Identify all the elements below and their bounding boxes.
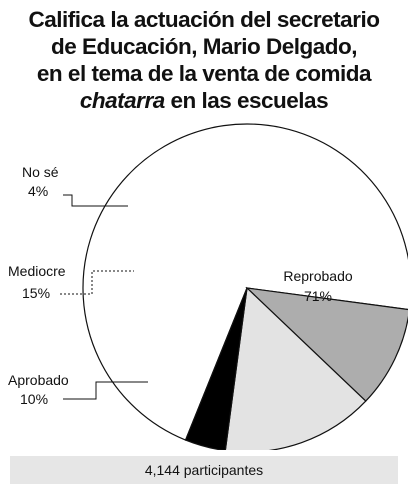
pie-slice-no-s [184,287,248,450]
pie-slice-reprobado [82,123,408,441]
pie-chart: No sé 4% Mediocre 15% Aprobado 10% Repro… [8,123,408,450]
title-line-1: Califica la actuación del secretario [28,7,380,32]
label-reprobado-value: 71% [304,288,332,304]
label-no-se-value: 4% [28,183,48,199]
label-mediocre-name: Mediocre [8,263,66,279]
label-aprobado-name: Aprobado [8,372,69,388]
label-aprobado-value: 10% [20,391,48,407]
pie-slice-aprobado [245,287,408,402]
chart-title: Califica la actuación del secretario de … [0,6,408,114]
title-line-3: en el tema de la venta de comida [36,61,372,86]
title-italic-word: chatarra [79,88,165,113]
leader-line-mediocre [60,270,134,295]
leader-line-aprobado [63,381,148,400]
leader-line-no-se [63,194,128,207]
title-line-2: de Educación, Mario Delgado, [50,34,358,59]
title-line-4: chatarra en las escuelas [0,87,408,114]
pie-labels: No sé 4% Mediocre 15% Aprobado 10% Repro… [8,164,353,407]
pie-slice-mediocre [224,286,367,450]
pie-leader-lines [60,194,148,400]
label-mediocre-value: 15% [22,285,50,301]
title-line-4-rest: en las escuelas [164,88,329,113]
pie-slices [82,123,408,450]
label-reprobado-name: Reprobado [283,268,352,284]
label-no-se-name: No sé [22,164,59,180]
participants-footer: 4,144 participantes [10,456,398,484]
